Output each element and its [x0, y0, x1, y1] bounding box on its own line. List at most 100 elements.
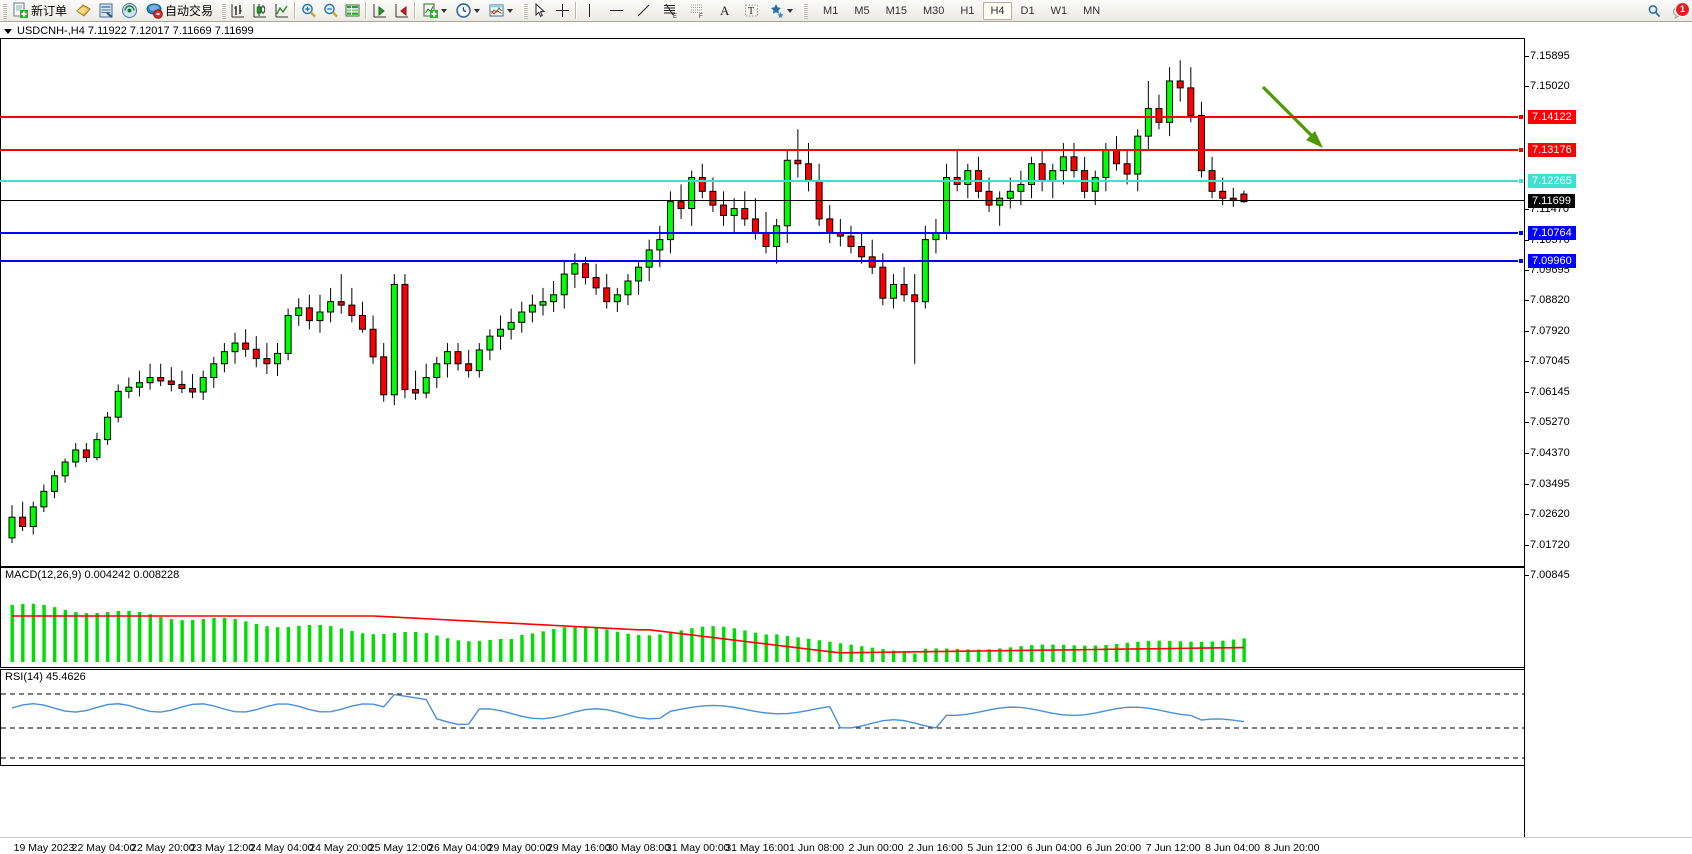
- shapes-caret-icon: [787, 8, 794, 13]
- bar-chart-icon[interactable]: [229, 2, 246, 19]
- toolbar-right-group: 1: [1646, 0, 1690, 22]
- zoom-in-icon[interactable]: [300, 2, 317, 19]
- autotrade-button[interactable]: 自动交易: [144, 1, 215, 21]
- timeframe-m1[interactable]: M1: [823, 4, 839, 17]
- shapes-icon: [768, 2, 785, 19]
- time-tick: 5 Jun 12:00: [967, 842, 1023, 854]
- price-scale-axis[interactable]: [1524, 44, 1525, 837]
- price-level-badge-current-price[interactable]: 7.11699: [1528, 193, 1575, 208]
- time-tick: 31 May 16:00: [725, 842, 789, 854]
- period-dropdown[interactable]: [453, 1, 486, 21]
- trendline-icon[interactable]: [635, 2, 652, 19]
- time-tick: 22 May 04:00: [71, 842, 136, 854]
- timeframe-w1[interactable]: W1: [1050, 4, 1068, 17]
- timeframe-bar: M1 M5 M15 M30 H1 H4 D1 W1 MN: [815, 1, 1108, 20]
- level-line-resistance-lower[interactable]: [0, 146, 1524, 153]
- period-separator-icon[interactable]: [393, 2, 410, 19]
- toolbar-grip-2[interactable]: [221, 2, 227, 19]
- price-level-badge-support-lower[interactable]: 7.09960: [1528, 253, 1576, 268]
- down-arrow-icon: [1261, 85, 1323, 148]
- macd-pane[interactable]: MACD(12,26,9) 0.004242 0.008228: [0, 567, 1525, 668]
- chart-header: USDCNH-,H4 7.11922 7.12017 7.11669 7.116…: [4, 25, 254, 37]
- crosshair-icon[interactable]: [554, 2, 571, 19]
- level-line-current-price[interactable]: [0, 199, 1524, 201]
- line-chart-icon[interactable]: [273, 2, 290, 19]
- expert-advisor-icon[interactable]: [75, 2, 92, 19]
- signals-icon[interactable]: [121, 2, 138, 19]
- candlestick-icon[interactable]: [251, 2, 268, 19]
- autotrade-label: 自动交易: [165, 4, 214, 18]
- vertical-line-icon[interactable]: [581, 2, 598, 19]
- period-caret-icon: [474, 8, 481, 13]
- time-tick: 29 May 16:00: [547, 842, 611, 854]
- channel-icon[interactable]: F: [689, 2, 706, 20]
- price-level-badge-pivot[interactable]: 7.12265: [1528, 174, 1576, 189]
- notifications-icon[interactable]: 1: [1671, 1, 1690, 20]
- price-tick: 7.04370: [1524, 447, 1570, 459]
- price-tick: 7.01720: [1524, 539, 1570, 551]
- properties-icon[interactable]: [344, 2, 361, 19]
- new-order-label: 新订单: [31, 4, 68, 18]
- time-tick: 2 Jun 16:00: [907, 842, 963, 854]
- text-label-icon[interactable]: T: [743, 2, 760, 19]
- time-tick: 22 May 20:00: [131, 842, 195, 854]
- horizontal-line-icon[interactable]: [608, 2, 625, 19]
- price-plot: [8, 60, 1323, 544]
- toolbar-grip[interactable]: [2, 2, 7, 19]
- zoom-out-icon[interactable]: [322, 2, 339, 19]
- toolbar-grip-4[interactable]: [803, 2, 809, 19]
- timeframe-h4[interactable]: H4: [983, 1, 1012, 20]
- timeframe-d1[interactable]: D1: [1020, 4, 1035, 17]
- rsi-pane[interactable]: RSI(14) 45.4626: [0, 669, 1525, 766]
- timeframe-mn[interactable]: MN: [1083, 4, 1101, 17]
- time-axis-separator: [0, 837, 1692, 838]
- time-tick: 24 May 04:00: [249, 842, 314, 854]
- indicators-dropdown[interactable]: [420, 1, 453, 21]
- price-level-badge-support-upper[interactable]: 7.10764: [1528, 225, 1576, 240]
- main-toolbar: 新订单 自动交易: [0, 0, 1692, 22]
- notification-badge: 1: [1675, 1, 1690, 17]
- time-tick: 7 Jun 12:00: [1145, 842, 1201, 854]
- fibonacci-icon[interactable]: E: [662, 2, 679, 20]
- new-order-icon: [12, 2, 29, 19]
- timeframe-h1[interactable]: H1: [960, 4, 975, 17]
- chart-symbol-ohlc: USDCNH-,H4 7.11922 7.12017 7.11669 7.116…: [17, 25, 254, 37]
- level-line-pivot[interactable]: [0, 178, 1524, 185]
- level-line-support-lower[interactable]: [0, 257, 1524, 264]
- chart-area[interactable]: USDCNH-,H4 7.11922 7.12017 7.11669 7.116…: [0, 22, 1692, 854]
- toolbar-separator-3: [414, 2, 417, 19]
- price-pane[interactable]: [0, 38, 1525, 567]
- timeframe-m5[interactable]: M5: [854, 4, 870, 17]
- indicators-caret-icon: [441, 8, 448, 13]
- templates-icon: [488, 2, 505, 19]
- timeframe-m30[interactable]: M30: [923, 4, 945, 17]
- rsi-plot: [1, 693, 1524, 759]
- data-window-icon[interactable]: [98, 2, 115, 19]
- shift-end-icon[interactable]: [371, 2, 388, 19]
- svg-text:A: A: [720, 3, 730, 18]
- price-tick: 7.06145: [1524, 386, 1570, 398]
- price-level-badge-resistance-upper[interactable]: 7.14122: [1528, 110, 1576, 125]
- toolbar-grip-3[interactable]: [523, 2, 529, 19]
- text-icon[interactable]: A: [716, 2, 733, 19]
- level-line-support-upper[interactable]: [0, 229, 1524, 236]
- price-tick: 7.08820: [1524, 294, 1570, 306]
- time-tick: 2 Jun 00:00: [848, 842, 904, 854]
- time-tick: 29 May 00:00: [487, 842, 552, 854]
- time-tick: 25 May 12:00: [368, 842, 433, 854]
- templates-dropdown[interactable]: [486, 1, 519, 21]
- time-tick: 26 May 04:00: [428, 842, 492, 854]
- autotrade-icon: [146, 2, 163, 19]
- time-tick: 24 May 20:00: [309, 842, 373, 854]
- price-level-badge-resistance-lower[interactable]: 7.13176: [1528, 142, 1576, 157]
- shapes-dropdown[interactable]: [766, 1, 799, 21]
- timeframe-m15[interactable]: M15: [885, 4, 907, 17]
- new-order-button[interactable]: 新订单: [10, 1, 69, 21]
- search-icon[interactable]: [1646, 3, 1663, 20]
- level-line-resistance-upper[interactable]: [0, 114, 1524, 121]
- time-tick: 23 May 12:00: [190, 842, 255, 854]
- chart-menu-caret-icon[interactable]: [4, 28, 12, 34]
- macd-plot: [10, 603, 1246, 662]
- cursor-icon[interactable]: [531, 2, 548, 19]
- period-icon: [455, 2, 472, 19]
